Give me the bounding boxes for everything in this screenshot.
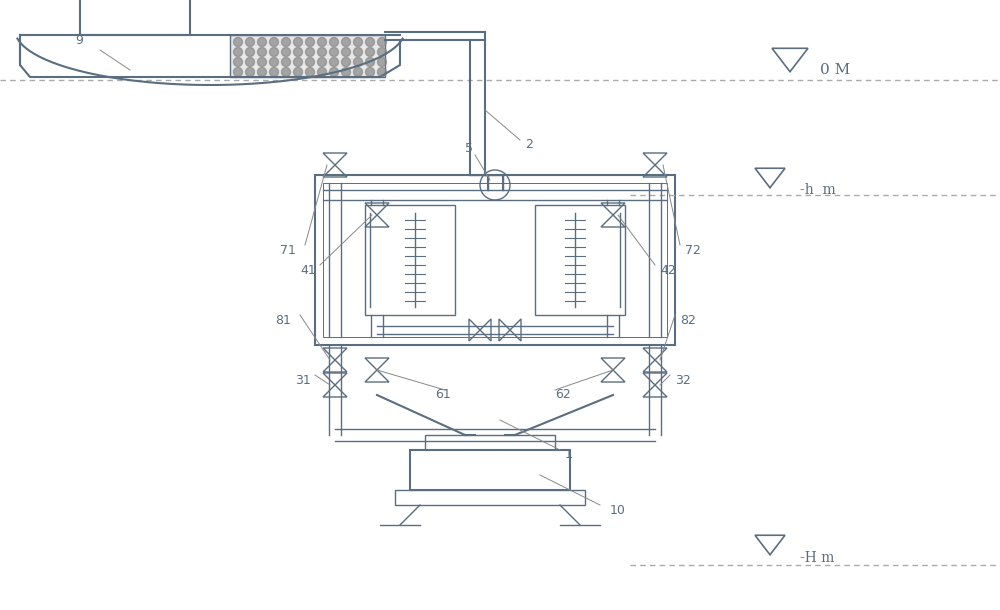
Circle shape	[270, 57, 278, 66]
Circle shape	[282, 48, 290, 57]
FancyBboxPatch shape	[80, 0, 190, 35]
Text: 1: 1	[565, 448, 573, 462]
Text: 31: 31	[295, 373, 311, 387]
Circle shape	[270, 68, 278, 76]
Bar	[395, 490, 585, 505]
Circle shape	[246, 57, 254, 66]
Text: 41: 41	[300, 264, 316, 276]
Circle shape	[317, 48, 326, 57]
Circle shape	[258, 37, 266, 46]
Circle shape	[329, 57, 338, 66]
Circle shape	[270, 37, 278, 46]
Circle shape	[270, 48, 278, 57]
Circle shape	[282, 68, 290, 76]
Circle shape	[294, 37, 302, 46]
Text: 32: 32	[675, 373, 691, 387]
Circle shape	[354, 57, 362, 66]
Circle shape	[246, 48, 254, 57]
Circle shape	[354, 37, 362, 46]
Circle shape	[341, 37, 350, 46]
Circle shape	[377, 68, 386, 76]
Text: 81: 81	[275, 314, 291, 326]
Circle shape	[377, 37, 386, 46]
Circle shape	[234, 48, 242, 57]
Bar	[315, 175, 675, 345]
Bar	[410, 450, 570, 490]
Bar	[425, 435, 555, 450]
Circle shape	[294, 68, 302, 76]
Text: 2: 2	[525, 138, 533, 151]
Circle shape	[317, 68, 326, 76]
Text: 42: 42	[660, 264, 676, 276]
Circle shape	[341, 48, 350, 57]
Circle shape	[246, 68, 254, 76]
Circle shape	[341, 68, 350, 76]
Circle shape	[329, 48, 338, 57]
Circle shape	[294, 48, 302, 57]
Circle shape	[234, 37, 242, 46]
Circle shape	[294, 57, 302, 66]
Circle shape	[234, 57, 242, 66]
Circle shape	[329, 68, 338, 76]
Circle shape	[365, 48, 374, 57]
Bar	[535, 205, 625, 315]
Circle shape	[329, 37, 338, 46]
Circle shape	[258, 48, 266, 57]
Circle shape	[365, 57, 374, 66]
Text: 10: 10	[610, 503, 626, 517]
Circle shape	[234, 68, 242, 76]
Circle shape	[246, 37, 254, 46]
Circle shape	[305, 68, 314, 76]
Text: 72: 72	[685, 243, 701, 256]
Circle shape	[377, 57, 386, 66]
Circle shape	[305, 48, 314, 57]
Circle shape	[317, 37, 326, 46]
Circle shape	[365, 37, 374, 46]
Text: 5: 5	[465, 142, 473, 154]
Circle shape	[258, 57, 266, 66]
Text: 0 M: 0 M	[820, 63, 850, 77]
Circle shape	[305, 57, 314, 66]
Circle shape	[377, 48, 386, 57]
Bar	[230, 35, 385, 77]
Circle shape	[341, 57, 350, 66]
Bar	[323, 183, 667, 337]
Circle shape	[282, 57, 290, 66]
Bar	[365, 205, 455, 315]
Text: 9: 9	[75, 34, 83, 46]
Circle shape	[282, 37, 290, 46]
Text: -H m: -H m	[800, 551, 834, 565]
Circle shape	[365, 68, 374, 76]
Circle shape	[317, 57, 326, 66]
Circle shape	[354, 68, 362, 76]
Text: 71: 71	[280, 243, 296, 256]
Text: -h  m: -h m	[800, 183, 836, 197]
Circle shape	[305, 37, 314, 46]
Text: 61: 61	[435, 389, 451, 401]
Circle shape	[258, 68, 266, 76]
Circle shape	[354, 48, 362, 57]
Text: 82: 82	[680, 314, 696, 326]
Text: 62: 62	[555, 389, 571, 401]
